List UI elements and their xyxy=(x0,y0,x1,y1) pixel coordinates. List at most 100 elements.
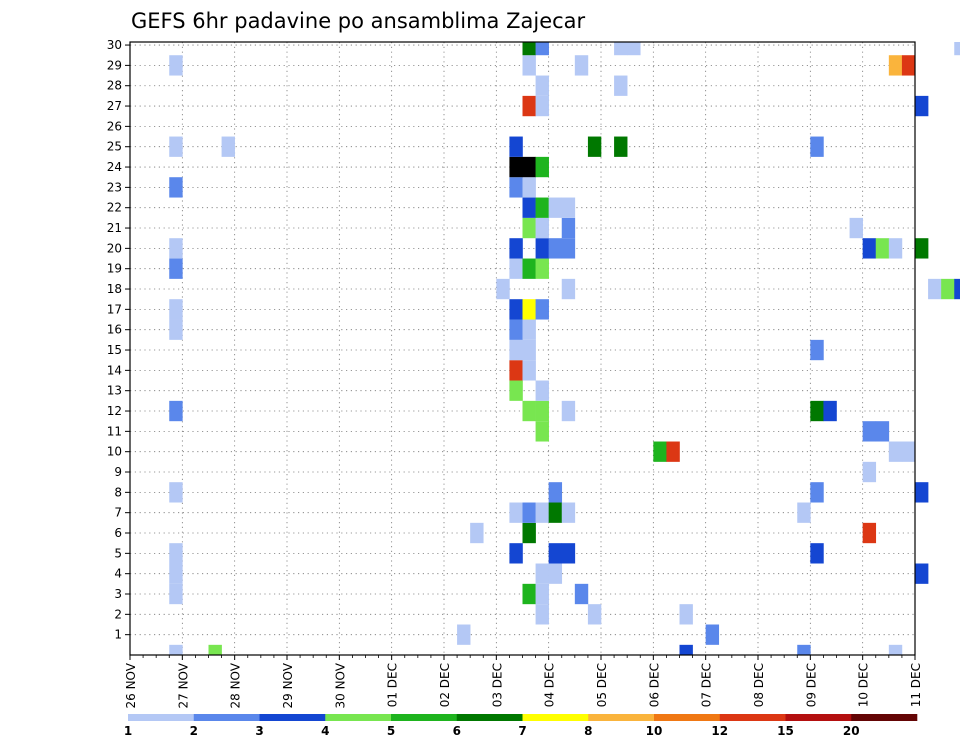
x-tick-label: 29 NOV xyxy=(281,662,295,708)
heatmap-cell xyxy=(587,604,602,625)
heatmap-cell xyxy=(535,421,549,442)
heatmap-cell xyxy=(535,563,549,584)
heatmap-cell xyxy=(522,400,536,422)
heatmap-cell xyxy=(587,136,602,157)
heatmap-cell xyxy=(954,278,960,300)
colorbar-swatch xyxy=(851,714,918,721)
y-tick-label: 22 xyxy=(107,201,122,215)
colorbar-swatch xyxy=(391,714,458,721)
heatmap-cell xyxy=(535,217,549,239)
heatmap-cell xyxy=(901,55,916,76)
heatmap-cell xyxy=(614,136,628,157)
y-tick-label: 17 xyxy=(107,302,122,316)
heatmap-cell xyxy=(509,543,523,564)
colorbar-label: 3 xyxy=(255,724,263,738)
heatmap-cell xyxy=(509,177,523,198)
colorbar-swatch xyxy=(456,714,523,721)
heatmap-cell xyxy=(208,644,222,655)
y-tick-label: 26 xyxy=(107,119,122,133)
heatmap-cell xyxy=(849,217,863,239)
y-tick-label: 25 xyxy=(107,140,122,154)
colorbar-swatch xyxy=(193,714,260,721)
heatmap-cell xyxy=(561,217,576,239)
heatmap-cell xyxy=(561,278,576,300)
y-tick-label: 29 xyxy=(107,58,122,72)
heatmap-cell xyxy=(535,502,549,523)
heatmap-cell xyxy=(522,502,536,523)
heatmap-cell xyxy=(574,583,589,605)
y-tick-label: 7 xyxy=(114,506,122,520)
heatmap-cell xyxy=(915,95,929,117)
heatmap-cell xyxy=(823,400,837,422)
heatmap-cell xyxy=(509,258,523,279)
heatmap-cell xyxy=(522,42,536,56)
heatmap-cell xyxy=(470,522,484,544)
heatmap-cell xyxy=(888,55,903,76)
heatmap-cell xyxy=(614,75,628,96)
heatmap-cell xyxy=(169,583,183,605)
heatmap-cell xyxy=(169,319,183,340)
heatmap-cell xyxy=(875,421,890,442)
heatmap-cell xyxy=(548,563,563,584)
heatmap-cell xyxy=(169,644,183,655)
heatmap-cell xyxy=(522,522,536,544)
heatmap-cell xyxy=(561,543,576,564)
x-tick-label: 09 DEC xyxy=(804,663,818,707)
heatmap-cell xyxy=(522,55,536,76)
y-tick-label: 18 xyxy=(107,282,122,296)
y-tick-label: 12 xyxy=(107,404,122,418)
heatmap-cell xyxy=(574,55,589,76)
colorbar-label: 7 xyxy=(518,724,526,738)
y-tick-label: 11 xyxy=(107,424,122,438)
heatmap-cell xyxy=(928,278,942,300)
heatmap-cell xyxy=(509,319,523,340)
heatmap-cell xyxy=(561,502,576,523)
heatmap-cell xyxy=(522,319,536,340)
y-tick-label: 8 xyxy=(114,485,122,499)
y-tick-label: 27 xyxy=(107,99,122,113)
heatmap-cell xyxy=(535,604,549,625)
colorbar-swatch xyxy=(128,714,195,721)
heatmap-cell xyxy=(901,441,916,462)
x-tick-label: 06 DEC xyxy=(647,663,661,707)
heatmap-cell xyxy=(221,136,235,157)
y-tick-label: 19 xyxy=(107,262,122,276)
heatmap-cell xyxy=(941,278,955,300)
heatmap-cell xyxy=(169,400,183,422)
heatmap-cell xyxy=(888,441,903,462)
heatmap-cell xyxy=(169,177,183,198)
heatmap-cell xyxy=(509,360,523,381)
colorbar-swatch xyxy=(719,714,786,721)
heatmap-cell xyxy=(522,177,536,198)
x-tick-label: 03 DEC xyxy=(490,663,504,707)
colorbar-label: 1 xyxy=(124,724,132,738)
heatmap-cell xyxy=(535,42,549,56)
y-tick-label: 16 xyxy=(107,323,122,337)
heatmap-cell xyxy=(888,644,903,655)
heatmap-cell xyxy=(522,360,536,381)
x-tick-label: 11 DEC xyxy=(909,663,923,707)
colorbar-swatch xyxy=(654,714,721,721)
colorbar-legend: 1 2 3 4 5 6 7 8 10 12 15 20 xyxy=(124,714,918,738)
colorbar-label: 8 xyxy=(584,724,592,738)
heatmap-cell xyxy=(705,624,720,645)
y-tick-label: 13 xyxy=(107,384,122,398)
heatmap-cell xyxy=(561,197,576,218)
heatmap-cell xyxy=(862,421,877,442)
heatmap-cell xyxy=(496,278,510,300)
heatmap-cell xyxy=(666,441,680,462)
heatmap-cell xyxy=(797,502,811,523)
heatmap-cell xyxy=(810,482,824,503)
heatmap-cell xyxy=(561,400,576,422)
colorbar-label: 20 xyxy=(843,724,860,738)
heatmap-cell xyxy=(548,482,563,503)
heatmap-cell xyxy=(509,156,523,178)
y-tick-label: 3 xyxy=(114,587,122,601)
heatmap-cell xyxy=(548,502,563,523)
y-tick-label: 21 xyxy=(107,221,122,235)
heatmap-cell xyxy=(862,522,877,544)
heatmap-cell xyxy=(522,217,536,239)
heatmap-cell xyxy=(535,238,549,259)
colorbar-label: 2 xyxy=(190,724,198,738)
